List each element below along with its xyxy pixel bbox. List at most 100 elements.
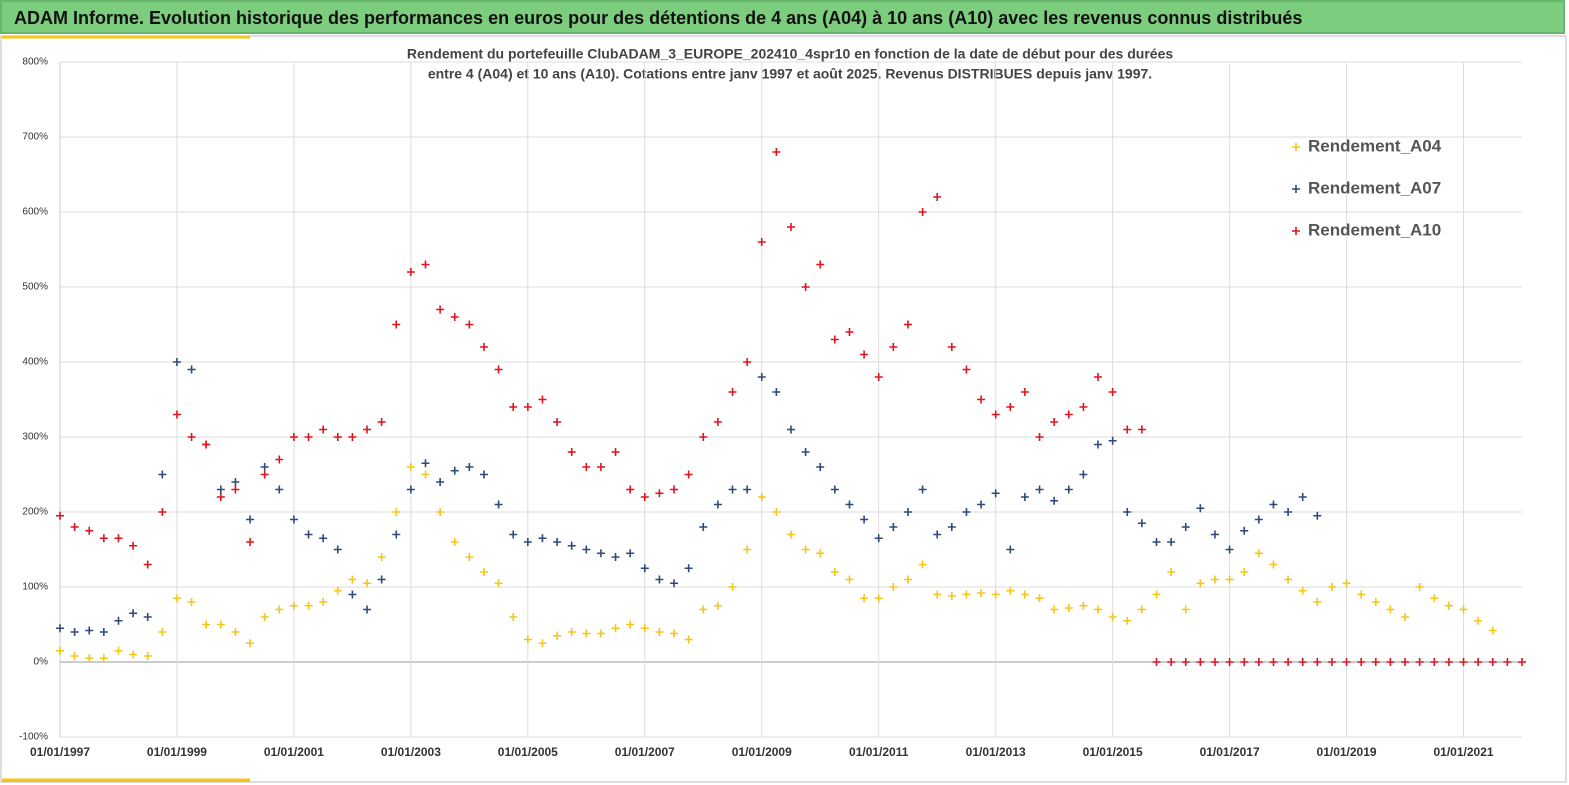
data-point	[363, 425, 372, 434]
data-point	[918, 560, 927, 569]
data-point	[1123, 508, 1132, 516]
data-point	[509, 403, 518, 411]
data-point	[713, 601, 722, 610]
data-point	[874, 534, 883, 543]
data-point	[1415, 583, 1424, 591]
data-point	[1459, 605, 1468, 614]
data-point	[962, 508, 971, 516]
data-point	[1342, 658, 1351, 666]
data-point	[1284, 508, 1293, 516]
data-point	[670, 485, 679, 494]
data-point	[319, 598, 328, 606]
y-tick-label: 0%	[34, 657, 49, 668]
data-point	[436, 508, 445, 516]
data-point	[348, 575, 357, 584]
data-point	[1386, 605, 1395, 614]
data-point	[1240, 568, 1249, 576]
data-point	[1327, 658, 1336, 666]
header-title: ADAM Informe. Evolution historique des p…	[0, 0, 1565, 34]
data-point	[1020, 388, 1029, 396]
data-point	[1050, 418, 1059, 426]
data-point	[1313, 511, 1322, 520]
data-point	[889, 583, 898, 591]
data-point	[494, 500, 503, 509]
data-point	[947, 592, 956, 600]
data-point	[523, 403, 532, 411]
data-point	[172, 410, 181, 419]
data-point	[1094, 605, 1103, 614]
data-point	[1269, 560, 1278, 569]
data-point	[216, 485, 225, 494]
legend-label: Rendement_A04	[1308, 136, 1442, 155]
data-point	[304, 601, 313, 610]
y-tick-label: 200%	[22, 507, 48, 518]
data-point	[538, 639, 547, 648]
data-point	[918, 485, 927, 494]
y-tick-label: -100%	[19, 732, 48, 743]
x-tick-label: 01/01/2005	[498, 745, 558, 759]
data-point	[611, 624, 620, 633]
data-point	[538, 534, 547, 543]
data-point	[1254, 515, 1263, 524]
data-point	[640, 624, 649, 633]
data-point	[246, 538, 255, 546]
data-point	[304, 433, 313, 441]
data-point	[596, 463, 605, 471]
data-point	[874, 594, 883, 603]
data-point	[743, 545, 752, 554]
data-point	[363, 605, 372, 614]
data-point	[1284, 658, 1293, 666]
data-point	[1298, 493, 1307, 501]
y-tick-label: 300%	[22, 432, 48, 443]
data-point	[363, 579, 372, 588]
data-point	[670, 629, 679, 638]
data-point	[1137, 519, 1146, 528]
data-point	[699, 605, 708, 614]
data-point	[143, 652, 152, 660]
data-point	[1079, 601, 1088, 610]
data-point	[1020, 590, 1029, 599]
data-point	[772, 508, 781, 516]
data-point	[1050, 496, 1059, 505]
data-point	[991, 410, 1000, 419]
data-point	[1020, 493, 1029, 501]
data-point	[1181, 658, 1190, 666]
data-point	[216, 493, 225, 501]
legend-label: Rendement_A07	[1308, 178, 1441, 197]
data-point	[845, 500, 854, 509]
data-point	[1064, 410, 1073, 419]
data-point	[1269, 500, 1278, 509]
data-point	[1225, 545, 1234, 554]
data-point	[85, 626, 94, 635]
data-point	[172, 594, 181, 603]
legend-label: Rendement_A10	[1308, 220, 1441, 239]
data-point	[1269, 658, 1278, 666]
data-point	[392, 530, 401, 539]
data-point	[1006, 586, 1015, 595]
data-point	[830, 335, 839, 344]
chart: Rendement du portefeuille ClubADAM_3_EUR…	[0, 35, 1567, 783]
data-point	[787, 223, 795, 231]
data-point	[582, 545, 591, 554]
data-point	[1123, 425, 1132, 434]
data-point	[1415, 658, 1424, 666]
data-point	[1210, 658, 1219, 666]
chart-subtitle: entre 4 (A04) et 10 ans (A10). Cotations…	[428, 66, 1152, 82]
data-point	[991, 590, 1000, 599]
x-tick-label: 01/01/2017	[1200, 745, 1260, 759]
data-point	[801, 448, 810, 456]
data-point	[626, 549, 635, 558]
data-point	[70, 523, 79, 531]
data-point	[991, 489, 1000, 498]
data-point	[787, 425, 795, 434]
data-point	[845, 328, 854, 336]
data-point	[450, 466, 459, 475]
data-point	[158, 470, 167, 479]
data-point	[1518, 658, 1526, 666]
data-point	[743, 485, 752, 494]
data-point	[1196, 504, 1205, 513]
legend-marker	[1292, 143, 1300, 151]
data-point	[1444, 601, 1453, 610]
data-point	[1006, 545, 1015, 554]
